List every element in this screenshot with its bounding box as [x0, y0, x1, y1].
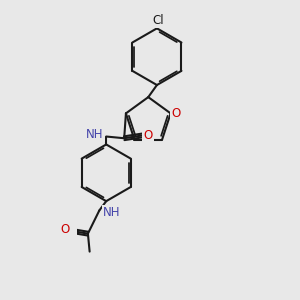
Text: O: O	[61, 223, 70, 236]
Text: O: O	[143, 129, 153, 142]
Text: O: O	[171, 107, 180, 120]
Text: Cl: Cl	[153, 14, 164, 27]
Text: NH: NH	[86, 128, 104, 141]
Text: NH: NH	[103, 206, 120, 219]
